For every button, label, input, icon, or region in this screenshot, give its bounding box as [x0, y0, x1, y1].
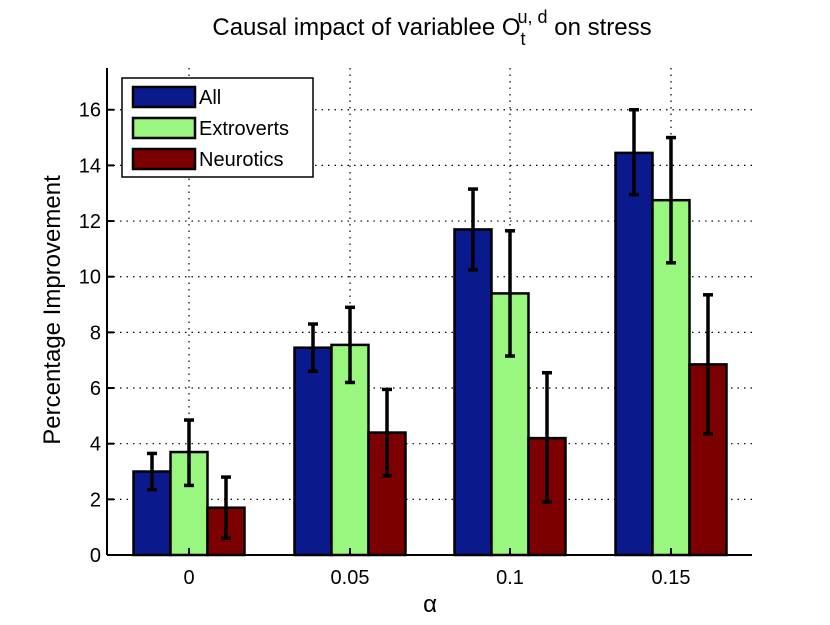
x-tick-label: 0.15	[652, 567, 691, 589]
y-tick-label: 16	[79, 100, 101, 122]
x-axis-ticks: 0 0.05 0.1 0.15	[183, 548, 690, 589]
y-tick-label: 12	[79, 211, 101, 233]
bar-extroverts-0.1	[490, 292, 530, 557]
bar-all-0.1	[453, 228, 493, 557]
bar-all-0.05	[293, 346, 333, 557]
title-prefix: Causal impact of variablee O	[212, 14, 520, 41]
legend-label-neurotics: Neurotics	[199, 149, 283, 171]
y-tick-label: 2	[90, 489, 101, 511]
legend: All Extroverts Neurotics	[121, 77, 314, 178]
title-subscript: t	[521, 29, 526, 49]
y-tick-label: 10	[79, 267, 101, 289]
y-tick-label: 0	[90, 545, 101, 567]
bar-all-0.15	[614, 151, 654, 557]
x-tick-label: 0.1	[496, 567, 524, 589]
axes	[106, 68, 752, 556]
y-tick-label: 6	[90, 378, 101, 400]
legend-swatch-neurotics	[131, 147, 197, 171]
y-tick-label: 14	[79, 155, 101, 177]
legend-swatch-all	[131, 85, 197, 109]
legend-label-extroverts: Extroverts	[199, 118, 289, 140]
y-tick-label: 8	[90, 322, 101, 344]
y-tick-label: 4	[90, 434, 101, 456]
x-tick-label: 0	[183, 567, 194, 589]
x-tick-label: 0.05	[331, 567, 370, 589]
y-axis-label: Percentage Improvement	[39, 175, 66, 445]
error-bar-group	[147, 107, 713, 541]
chart-title: Causal impact of variablee Otu, d on str…	[212, 7, 651, 49]
x-axis-label: α	[423, 591, 437, 618]
y-axis-ticks: 0 2 4 6 8 10 12 14 16	[79, 100, 114, 567]
bar-group	[132, 151, 728, 557]
title-superscript: u, d	[518, 7, 548, 27]
legend-label-all: All	[199, 87, 221, 109]
title-suffix: on stress	[548, 14, 652, 41]
legend-swatch-extroverts	[131, 116, 197, 140]
